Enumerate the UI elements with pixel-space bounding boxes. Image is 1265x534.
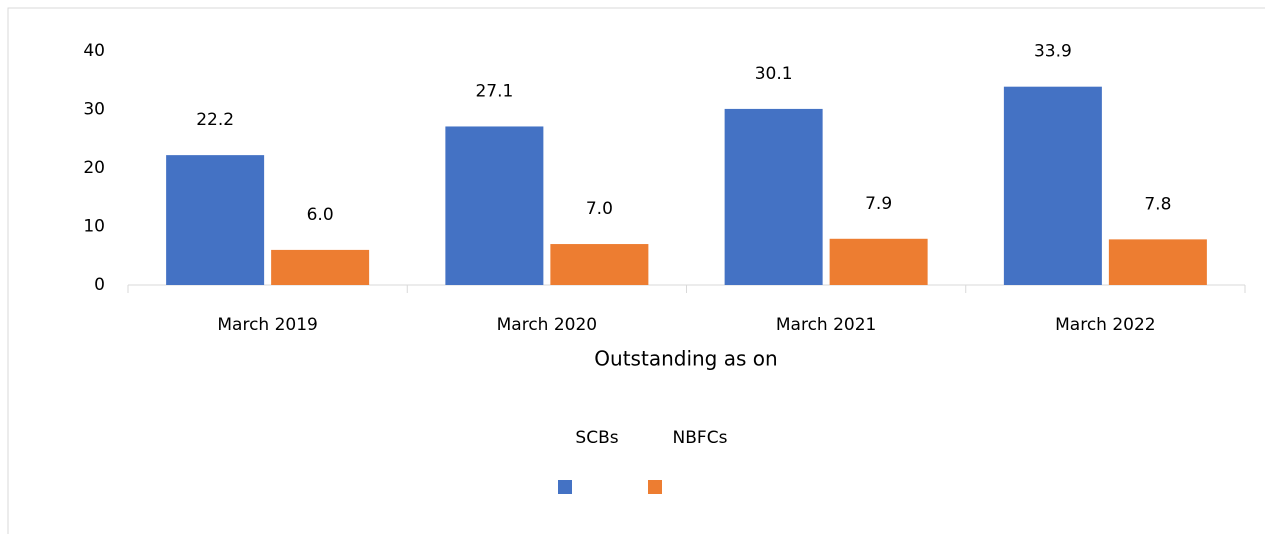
bar <box>1003 86 1102 285</box>
y-tick-label: 0 <box>94 275 105 295</box>
legend-label: NBFCs <box>673 428 728 448</box>
data-label: 22.2 <box>196 110 234 130</box>
data-label: 6.0 <box>307 205 334 225</box>
legend-swatch <box>648 480 662 494</box>
x-tick-label: March 2019 <box>217 315 318 335</box>
y-tick-label: 30 <box>83 100 105 120</box>
data-label: 7.0 <box>586 199 613 219</box>
x-axis-title: Outstanding as on <box>594 347 777 371</box>
bar <box>724 108 823 285</box>
legend-label: SCBs <box>575 428 618 448</box>
bar <box>166 155 265 285</box>
legend-swatch <box>558 480 572 494</box>
x-tick-label: March 2022 <box>1055 315 1156 335</box>
bar <box>1108 239 1207 285</box>
y-tick-label: 40 <box>83 41 105 61</box>
bar <box>829 238 928 285</box>
data-label: 27.1 <box>475 81 513 101</box>
bar <box>271 249 370 285</box>
bar <box>550 244 649 285</box>
y-tick-label: 20 <box>83 158 105 178</box>
data-label: 33.9 <box>1034 42 1072 62</box>
data-label: 7.9 <box>865 194 892 214</box>
y-tick-label: 10 <box>83 217 105 237</box>
x-tick-label: March 2020 <box>497 315 598 335</box>
data-label: 30.1 <box>755 64 793 84</box>
chart-border <box>7 7 1265 534</box>
x-tick-label: March 2021 <box>776 315 877 335</box>
data-label: 7.8 <box>1144 194 1171 214</box>
bar <box>445 126 544 285</box>
